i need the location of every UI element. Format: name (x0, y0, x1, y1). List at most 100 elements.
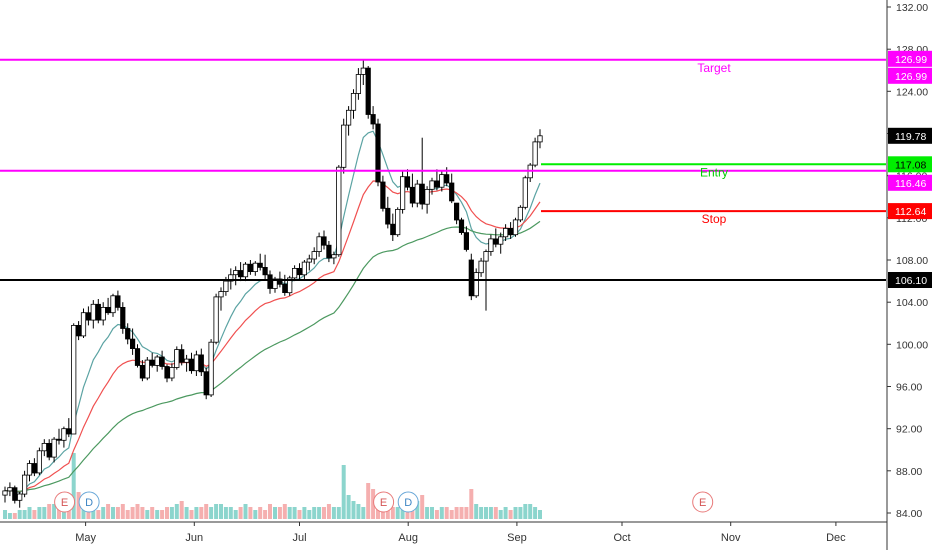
candle-down (409, 186, 416, 204)
price-label-bg (888, 203, 932, 220)
volume-bar (523, 504, 528, 519)
volume-bar (17, 510, 22, 519)
event-label: E (699, 497, 706, 509)
moving-averages-layer (4, 130, 541, 494)
candle-up (110, 295, 116, 314)
volume-bar (464, 507, 469, 519)
y-tick-label: 104.00 (896, 297, 928, 309)
volume-bar (430, 507, 434, 519)
candle-up (7, 487, 13, 492)
candle-up (144, 359, 150, 379)
volume-bar (228, 507, 233, 519)
price-levels-layer: Target Entry Stop (0, 58, 886, 281)
candle-down (370, 114, 376, 125)
candle-up (316, 236, 322, 253)
price-label-text: 106.10 (895, 275, 927, 287)
volume-bar (533, 507, 538, 519)
candle-down (76, 324, 82, 337)
candle-down (404, 176, 411, 188)
volume-bar (22, 510, 27, 519)
candle-up (532, 141, 538, 166)
event-marker: D (397, 491, 419, 513)
price-label-text: 126.99 (895, 54, 927, 66)
y-tick-label: 92.00 (896, 424, 922, 436)
candle-up (537, 135, 543, 143)
candle-down (375, 123, 381, 183)
candle-up (483, 251, 489, 262)
volume-bar (47, 504, 52, 519)
volume-bar (390, 507, 395, 519)
candle-up (287, 277, 293, 294)
volume-layer (3, 453, 542, 519)
volume-bar (449, 510, 454, 519)
candle-up (517, 206, 524, 221)
candle-down (419, 183, 425, 205)
volume-bar (145, 510, 150, 519)
y-tick-label: 84.00 (896, 508, 922, 520)
candle-down (463, 232, 470, 250)
candle-down (12, 487, 18, 501)
x-tick-label: Jun (185, 532, 203, 544)
volume-bar (454, 507, 459, 519)
volume-bar (356, 504, 361, 519)
volume-bar (219, 504, 223, 519)
volume-bar (115, 507, 120, 519)
y-tick-label: 124.00 (896, 86, 928, 98)
event-label: E (380, 497, 387, 509)
volume-bar (425, 507, 430, 519)
event-marker: E (373, 491, 395, 513)
candle-up (218, 291, 224, 298)
candle-up (355, 74, 362, 94)
volume-bar (32, 510, 37, 519)
candle-down (257, 262, 263, 268)
volume-bar (331, 507, 336, 519)
candle-up (424, 188, 430, 205)
volume-bar (366, 483, 371, 519)
volume-bar (415, 501, 420, 519)
annotation-target: Target (697, 61, 731, 75)
candle-up (51, 438, 57, 458)
price-label: 126.99 (888, 67, 932, 84)
candle-down (262, 266, 268, 276)
candle-down (326, 244, 332, 259)
volume-bar (317, 507, 322, 519)
volume-bar (469, 489, 474, 519)
x-tick-label: Dec (826, 532, 846, 544)
event-marker: E (54, 491, 76, 513)
candle-down (390, 223, 396, 236)
volume-bar (155, 510, 160, 519)
volume-bar (150, 507, 155, 519)
volume-bar (420, 495, 425, 519)
candle-up (223, 280, 229, 293)
x-tick-label: Nov (721, 532, 741, 544)
candle-up (154, 356, 160, 366)
y-tick-label: 96.00 (896, 382, 922, 394)
candle-up (345, 109, 352, 126)
volume-bar (179, 501, 184, 519)
candle-down (149, 359, 155, 366)
candle-down (468, 259, 474, 297)
candle-up (350, 93, 357, 111)
volume-bar (503, 507, 508, 519)
candle-up (242, 263, 249, 278)
candle-up (169, 367, 175, 379)
candle-up (395, 208, 401, 236)
price-label-bg (888, 50, 932, 67)
volume-bar (243, 504, 248, 519)
volume-bar (287, 507, 292, 519)
volume-bar (253, 510, 258, 519)
event-circle (54, 491, 76, 513)
price-label-text: 112.64 (895, 206, 926, 218)
candle-down (296, 267, 303, 276)
candle-down (129, 338, 136, 350)
volume-bar (140, 507, 145, 519)
candle-up (80, 312, 87, 337)
volume-bar (498, 510, 503, 519)
y-tick-label: 132.00 (896, 2, 928, 14)
volume-bar (238, 507, 243, 519)
event-marker: E (692, 491, 714, 513)
volume-bar (302, 507, 307, 519)
